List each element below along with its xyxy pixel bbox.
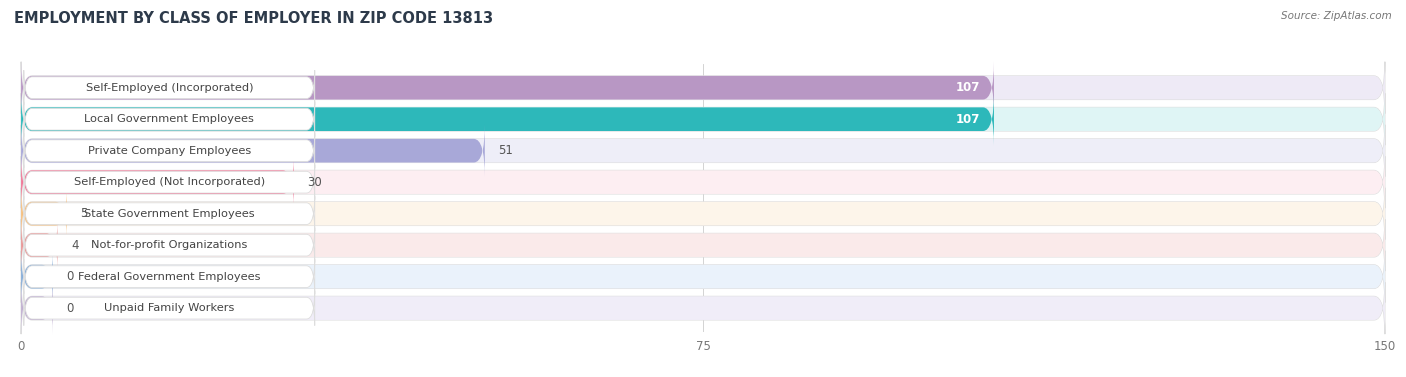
- FancyBboxPatch shape: [21, 62, 1385, 114]
- Text: Self-Employed (Not Incorporated): Self-Employed (Not Incorporated): [73, 177, 264, 187]
- FancyBboxPatch shape: [21, 282, 53, 334]
- FancyBboxPatch shape: [21, 93, 1385, 145]
- FancyBboxPatch shape: [24, 259, 315, 294]
- Text: 5: 5: [80, 207, 87, 220]
- Text: 4: 4: [72, 239, 79, 252]
- FancyBboxPatch shape: [21, 156, 294, 208]
- FancyBboxPatch shape: [21, 219, 1385, 271]
- Text: Unpaid Family Workers: Unpaid Family Workers: [104, 303, 235, 313]
- FancyBboxPatch shape: [21, 251, 1385, 303]
- FancyBboxPatch shape: [24, 102, 315, 137]
- Text: 0: 0: [66, 302, 75, 315]
- Text: 107: 107: [956, 113, 980, 126]
- FancyBboxPatch shape: [21, 62, 994, 114]
- FancyBboxPatch shape: [21, 188, 1385, 240]
- FancyBboxPatch shape: [21, 188, 66, 240]
- FancyBboxPatch shape: [24, 165, 315, 200]
- Text: Source: ZipAtlas.com: Source: ZipAtlas.com: [1281, 11, 1392, 21]
- Text: Federal Government Employees: Federal Government Employees: [79, 272, 260, 282]
- Text: Not-for-profit Organizations: Not-for-profit Organizations: [91, 240, 247, 250]
- Text: 51: 51: [499, 144, 513, 157]
- FancyBboxPatch shape: [24, 291, 315, 326]
- FancyBboxPatch shape: [24, 196, 315, 231]
- FancyBboxPatch shape: [24, 70, 315, 105]
- Text: 107: 107: [956, 81, 980, 94]
- Text: Local Government Employees: Local Government Employees: [84, 114, 254, 124]
- FancyBboxPatch shape: [21, 251, 53, 303]
- Text: Self-Employed (Incorporated): Self-Employed (Incorporated): [86, 83, 253, 93]
- FancyBboxPatch shape: [21, 156, 1385, 208]
- FancyBboxPatch shape: [21, 251, 1385, 303]
- Text: State Government Employees: State Government Employees: [84, 209, 254, 219]
- FancyBboxPatch shape: [24, 228, 315, 263]
- FancyBboxPatch shape: [24, 133, 315, 168]
- FancyBboxPatch shape: [21, 219, 1385, 271]
- FancyBboxPatch shape: [21, 219, 58, 271]
- FancyBboxPatch shape: [21, 125, 1385, 177]
- FancyBboxPatch shape: [21, 156, 1385, 208]
- FancyBboxPatch shape: [21, 62, 1385, 114]
- Text: Private Company Employees: Private Company Employees: [87, 146, 250, 156]
- FancyBboxPatch shape: [21, 282, 1385, 334]
- FancyBboxPatch shape: [21, 93, 1385, 145]
- FancyBboxPatch shape: [21, 188, 1385, 240]
- FancyBboxPatch shape: [21, 282, 1385, 334]
- FancyBboxPatch shape: [21, 93, 994, 145]
- Text: EMPLOYMENT BY CLASS OF EMPLOYER IN ZIP CODE 13813: EMPLOYMENT BY CLASS OF EMPLOYER IN ZIP C…: [14, 11, 494, 26]
- FancyBboxPatch shape: [21, 125, 485, 177]
- Text: 30: 30: [308, 176, 322, 188]
- Text: 0: 0: [66, 270, 75, 283]
- FancyBboxPatch shape: [21, 125, 1385, 177]
